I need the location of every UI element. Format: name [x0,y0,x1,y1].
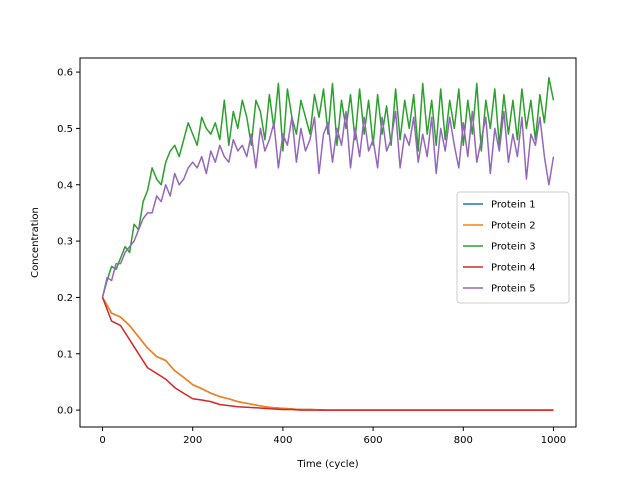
y-tick-label: 0.2 [57,293,73,304]
legend-entry-label: Protein 1 [491,200,536,211]
x-tick-label: 0 [99,435,105,446]
series-line-protein-4 [101,297,554,411]
x-tick-label: 400 [273,435,292,446]
legend-entry-label: Protein 5 [491,284,536,295]
x-axis-ticks: 0 200 400 600 800 1000 [99,427,566,446]
x-tick-label: 600 [364,435,383,446]
y-tick-label: 0.0 [57,406,73,417]
y-axis-ticks: 0.0 0.1 0.2 0.3 0.4 0.5 0.6 [57,68,80,417]
x-tick-label: 1000 [541,435,566,446]
x-tick-label: 800 [454,435,473,446]
legend-entry-label: Protein 2 [491,221,536,232]
y-tick-label: 0.1 [57,349,73,360]
series-layer [101,76,555,411]
axes-frame [79,57,577,428]
series-line-protein-3 [101,76,555,298]
y-tick-label: 0.6 [57,68,73,79]
y-axis-label: Concentration [30,207,41,278]
series-line-protein-5 [101,110,555,298]
y-tick-label: 0.4 [57,180,73,191]
y-tick-label: 0.3 [57,237,73,248]
x-axis-label: Time (cycle) [296,459,358,470]
legend-entry-label: Protein 3 [491,242,536,253]
legend-box [456,191,570,304]
legend: Protein 1 Protein 2 Protein 3 Protein 4 Prot… [456,191,570,304]
x-tick-label: 200 [183,435,202,446]
y-tick-label: 0.5 [57,124,73,135]
legend-entry-label: Protein 4 [491,263,536,274]
